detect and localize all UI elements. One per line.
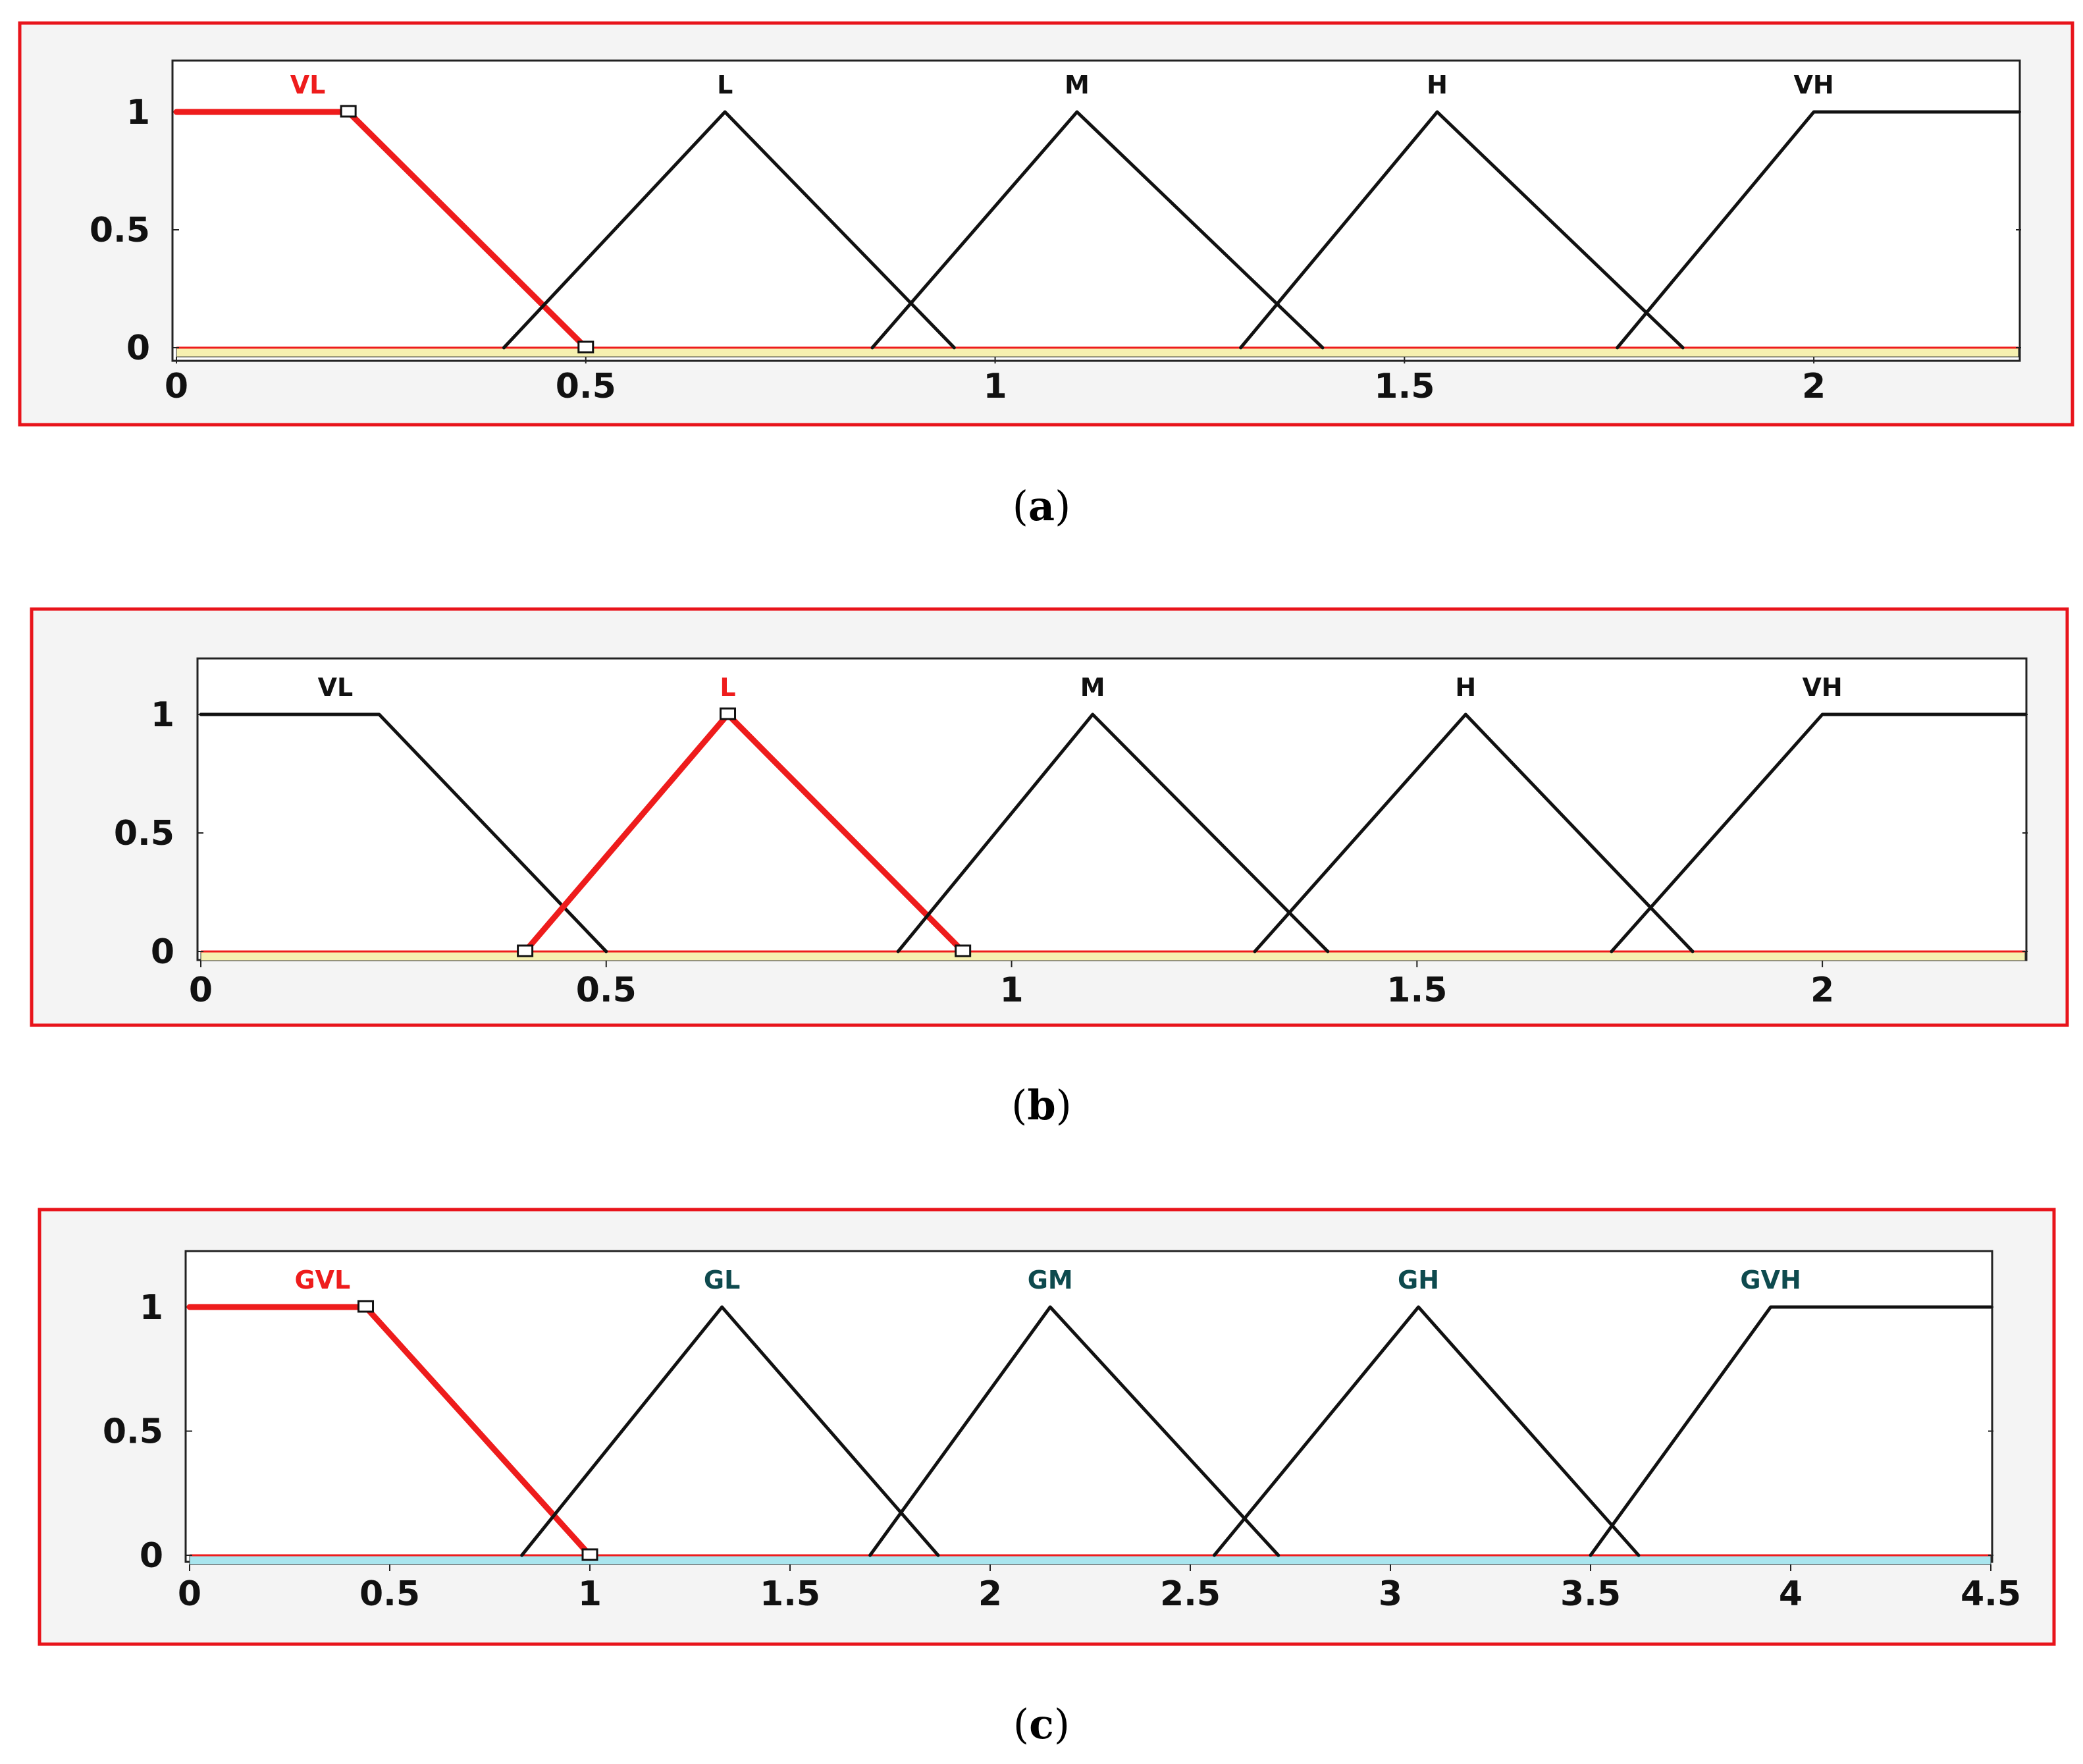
- panel-b-x-tick-label: 1: [999, 971, 1023, 1010]
- panel-c-mf-label: GVH: [1740, 1266, 1801, 1295]
- panel-b-curve-h: [1253, 712, 1695, 953]
- panel-c-curves: [186, 1300, 1993, 1561]
- panel-a-mf-labels: VL L M H VH: [290, 70, 1834, 99]
- panel-c-curve-gm: [868, 1305, 1280, 1557]
- panel-c-x-tick-label: 0.5: [359, 1574, 420, 1614]
- panel-c-x-tick-label: 4.5: [1961, 1574, 2021, 1614]
- panel-a-ticks: 0 0.5 1 1.5 2 0 0.5 1: [90, 93, 2021, 406]
- panel-a-curve-m: [870, 110, 1325, 350]
- panel-b-y-tick-label: 1: [151, 695, 174, 735]
- panel-a-x-tick-label: 1: [983, 367, 1007, 406]
- panel-b-ticks: 0 0.5 1 1.5 2 0 0.5 1: [114, 695, 2028, 1010]
- panel-b: 0 0.5 1 1.5 2 0 0.5 1 VL L M H VH (b): [30, 607, 2069, 1129]
- panel-c-x-tick-label: 1.5: [760, 1574, 820, 1614]
- panel-b-mf-label: VL: [318, 673, 354, 702]
- panel-c-caption: (c): [1013, 1700, 1070, 1748]
- panel-b-x-tick-label: 0: [189, 971, 213, 1010]
- panel-c-plot-area: [184, 1250, 1993, 1563]
- panel-a-mf-label: VL: [290, 70, 326, 99]
- panel-b-mf-label: M: [1080, 673, 1105, 702]
- panel-a-x-tick-label: 0.5: [556, 367, 616, 406]
- panel-b-plot-area: [196, 657, 2028, 961]
- panel-a-curve-l: [502, 110, 956, 350]
- panel-c-curve-gvh: [1589, 1305, 1993, 1557]
- panel-a-mf-label: VH: [1794, 70, 1834, 99]
- panel-c-y-tick-label: 0: [140, 1536, 163, 1576]
- panel-c-mf-label: GL: [704, 1266, 740, 1295]
- panel-a: 0 0.5 1 1.5 2 0 0.5 1 VL L M H VH (a): [18, 21, 2074, 530]
- panel-a-handle: [340, 105, 357, 118]
- panel-a-curve-vh: [1616, 110, 2020, 350]
- panel-c-mf-label: GVL: [294, 1266, 350, 1295]
- panel-b-mf-label: L: [720, 673, 735, 702]
- panel-b-y-tick-label: 0.5: [114, 814, 174, 853]
- panel-b-mf-label: VH: [1803, 673, 1843, 702]
- panel-c-x-tick-label: 3.5: [1560, 1574, 1621, 1614]
- panel-b-x-tick-label: 2: [1810, 971, 1834, 1010]
- panel-c-mf-labels: GVL GL GM GH GVH: [294, 1266, 1801, 1295]
- panel-a-band-rect: [176, 347, 2019, 358]
- panel-c-y-tick-label: 0.5: [103, 1412, 163, 1452]
- panel-b-handle: [955, 944, 972, 957]
- panel-b-x-tick-label: 1.5: [1386, 971, 1447, 1010]
- panel-c-band-rect: [189, 1555, 1991, 1565]
- panel-b-mf-label: H: [1455, 673, 1476, 702]
- panel-c-x-tick-label: 4: [1779, 1574, 1803, 1614]
- panel-b-curves: [199, 707, 2027, 957]
- panel-a-y-tick-label: 1: [126, 93, 150, 132]
- panel-a-curves: [173, 105, 2020, 354]
- panel-b-curve-m: [896, 712, 1330, 953]
- panel-c: 0 0.5 1 1.5 2 2.5 3 3.5 4 4.5 0 0.5 1 GVL GL GM GH GVH (…: [38, 1208, 2056, 1748]
- panel-a-x-tick-label: 0: [165, 367, 188, 406]
- panel-a-handle: [577, 340, 594, 354]
- panel-c-x-tick-label: 1: [578, 1574, 602, 1614]
- panel-a-mf-label: H: [1427, 70, 1448, 99]
- panel-c-handle: [357, 1300, 375, 1313]
- panel-c-x-tick-label: 3: [1379, 1574, 1402, 1614]
- panel-a-curve-h: [1239, 110, 1685, 350]
- panel-a-baseline-band: [176, 346, 2019, 358]
- panel-c-x-tick-label: 2.5: [1160, 1574, 1221, 1614]
- panel-c-y-tick-label: 1: [140, 1288, 163, 1327]
- panel-b-x-tick-label: 0.5: [576, 971, 637, 1010]
- panel-b-baseline-band: [200, 950, 2026, 961]
- panel-b-handle: [517, 944, 534, 957]
- panel-a-caption: (a): [1013, 482, 1071, 530]
- panel-c-handle: [581, 1548, 598, 1561]
- panel-c-mf-label: GM: [1028, 1266, 1073, 1295]
- panel-b-curve-vh: [1610, 712, 2027, 953]
- panel-c-curve-gl: [520, 1305, 940, 1557]
- panel-b-caption: (b): [1011, 1081, 1072, 1129]
- panel-c-mf-label: GH: [1398, 1266, 1439, 1295]
- panel-a-y-tick-label: 0: [126, 329, 150, 368]
- panel-c-baseline-band: [189, 1554, 1991, 1565]
- panel-a-plot-area: [171, 59, 2021, 362]
- panel-b-mf-labels: VL L M H VH: [318, 673, 1843, 702]
- panel-c-curve-gh: [1212, 1305, 1641, 1557]
- panel-b-handle: [720, 707, 737, 720]
- panel-c-x-tick-label: 2: [978, 1574, 1002, 1614]
- panel-c-ticks: 0 0.5 1 1.5 2 2.5 3 3.5 4 4.5 0 0.5 1: [103, 1288, 2021, 1614]
- panel-b-y-tick-label: 0: [151, 932, 174, 972]
- panel-a-y-tick-label: 0.5: [90, 211, 150, 250]
- panel-a-x-tick-label: 1.5: [1374, 367, 1435, 406]
- panel-c-x-tick-label: 0: [178, 1574, 201, 1614]
- panel-b-band-rect: [200, 951, 2026, 961]
- panel-a-mf-label: M: [1065, 70, 1090, 99]
- panel-a-x-tick-label: 2: [1802, 367, 1826, 406]
- panel-b-curve-vl: [199, 712, 608, 953]
- panel-a-mf-label: L: [717, 70, 733, 99]
